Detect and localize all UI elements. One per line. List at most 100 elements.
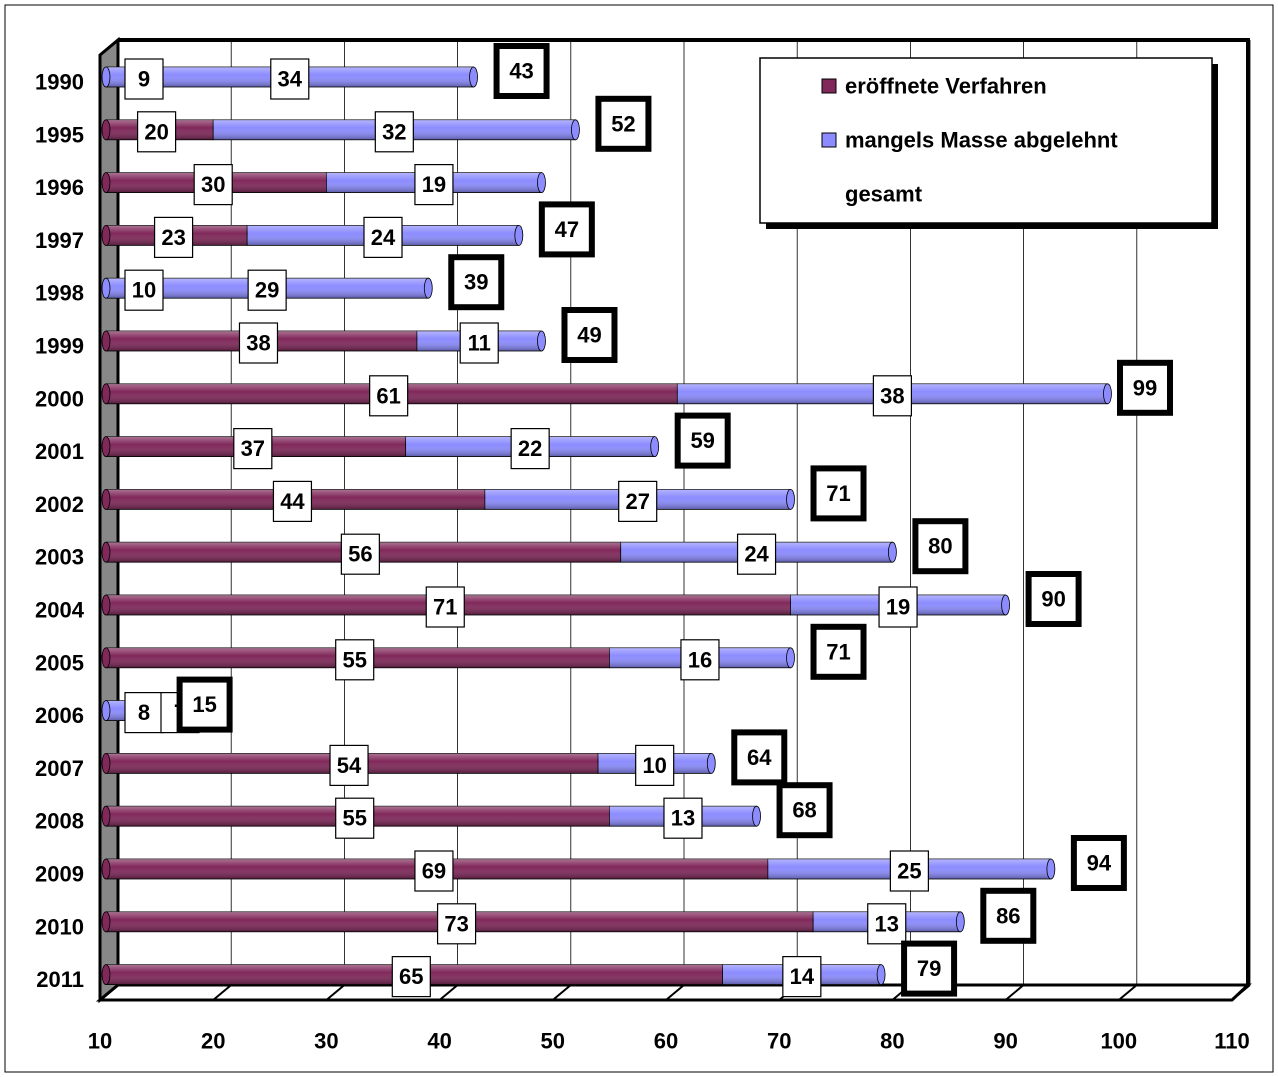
bar-cap — [1103, 383, 1112, 405]
total-label: 43 — [493, 43, 550, 99]
value-text: 27 — [625, 489, 649, 514]
total-label: 59 — [674, 412, 731, 469]
value-label: 65 — [391, 955, 431, 998]
value-box — [618, 480, 658, 522]
bar-cap — [786, 488, 795, 510]
legend-swatch — [821, 78, 837, 94]
value-box — [233, 428, 273, 470]
tick-mark — [1118, 984, 1138, 1001]
total-text: 59 — [690, 428, 714, 453]
tick-mark — [665, 984, 685, 1001]
value-label: 25 — [889, 850, 929, 892]
tick-mark — [1231, 984, 1251, 1001]
tick-mark — [1004, 984, 1025, 1001]
y-tick-label: 1995 — [35, 122, 84, 147]
x-tick-label: 40 — [427, 1029, 451, 1054]
value-box — [459, 322, 499, 364]
value-box — [124, 691, 164, 734]
total-box — [810, 465, 867, 522]
value-label: 34 — [270, 58, 310, 100]
value-box — [335, 639, 375, 681]
value-box — [782, 955, 822, 998]
value-box — [193, 164, 233, 206]
value-text: 61 — [376, 383, 400, 408]
value-text: 65 — [399, 964, 423, 989]
value-box — [124, 58, 164, 100]
y-tick-label: 1990 — [35, 70, 84, 95]
value-text: 69 — [422, 859, 446, 884]
tick-mark — [212, 984, 232, 1001]
bar-base — [101, 858, 111, 880]
y-tick-label: 1999 — [35, 334, 84, 359]
total-text: 79 — [917, 956, 941, 981]
total-box — [493, 43, 550, 99]
y-tick-label: 2005 — [35, 650, 84, 675]
bar-base — [101, 700, 111, 721]
y-tick-label: 2008 — [35, 809, 84, 834]
x-tick-label: 10 — [88, 1029, 112, 1054]
value-label: 69 — [414, 850, 454, 892]
bar-cap — [876, 964, 886, 985]
value-box — [663, 797, 703, 839]
value-text: 22 — [518, 436, 542, 461]
value-text: 24 — [744, 542, 769, 567]
value-box — [878, 586, 918, 628]
total-text: 68 — [792, 798, 816, 823]
total-label: 15 — [176, 676, 233, 733]
bar-cap — [537, 330, 546, 352]
y-tick-label: 2007 — [35, 756, 84, 781]
value-text: 11 — [468, 331, 491, 356]
total-box — [1025, 571, 1082, 627]
bar-cap — [423, 277, 433, 299]
bar-cap — [571, 119, 580, 141]
value-text: 55 — [342, 806, 366, 831]
value-label: 38 — [872, 375, 913, 417]
value-text: 16 — [688, 647, 712, 672]
y-tick-label: 1998 — [35, 281, 84, 306]
value-box — [153, 216, 194, 258]
total-box — [1070, 835, 1127, 891]
x-tick-label: 80 — [880, 1029, 904, 1054]
bar-base — [101, 911, 111, 933]
back-wall — [118, 38, 1250, 985]
total-label: 52 — [595, 95, 652, 152]
value-text: 55 — [342, 647, 366, 672]
value-box — [270, 58, 310, 100]
value-box — [391, 955, 431, 998]
value-text: 25 — [897, 859, 921, 884]
value-box — [889, 850, 929, 892]
value-label: 13 — [663, 797, 703, 839]
bar-base — [101, 753, 111, 774]
value-text: 23 — [161, 225, 185, 250]
total-text: 71 — [826, 481, 850, 506]
value-label: 19 — [414, 164, 454, 206]
total-label: 68 — [776, 782, 833, 839]
value-box — [369, 375, 409, 417]
x-tick-label: 110 — [1214, 1029, 1250, 1054]
bar-base — [101, 172, 111, 194]
value-label: 8 — [124, 691, 164, 734]
value-label: 55 — [335, 797, 375, 839]
x-tick-label: 30 — [314, 1029, 338, 1054]
total-label: 71 — [810, 465, 867, 522]
value-label: 56 — [340, 533, 380, 575]
total-box — [561, 307, 618, 363]
bar-base — [101, 647, 111, 669]
frame — [4, 4, 1274, 1073]
bar-base — [101, 330, 111, 352]
total-box — [1117, 359, 1173, 416]
bar-cap — [514, 224, 524, 246]
value-label: 24 — [736, 533, 777, 575]
total-box — [776, 782, 833, 839]
bar-cap — [955, 911, 965, 933]
value-text: 24 — [371, 225, 396, 250]
bar-base — [101, 436, 111, 458]
total-text: 80 — [928, 534, 952, 559]
total-label: 64 — [731, 729, 788, 786]
value-text: 19 — [422, 172, 446, 197]
value-box — [335, 797, 375, 839]
total-label: 86 — [980, 887, 1037, 944]
x-tick-label: 60 — [654, 1029, 678, 1054]
